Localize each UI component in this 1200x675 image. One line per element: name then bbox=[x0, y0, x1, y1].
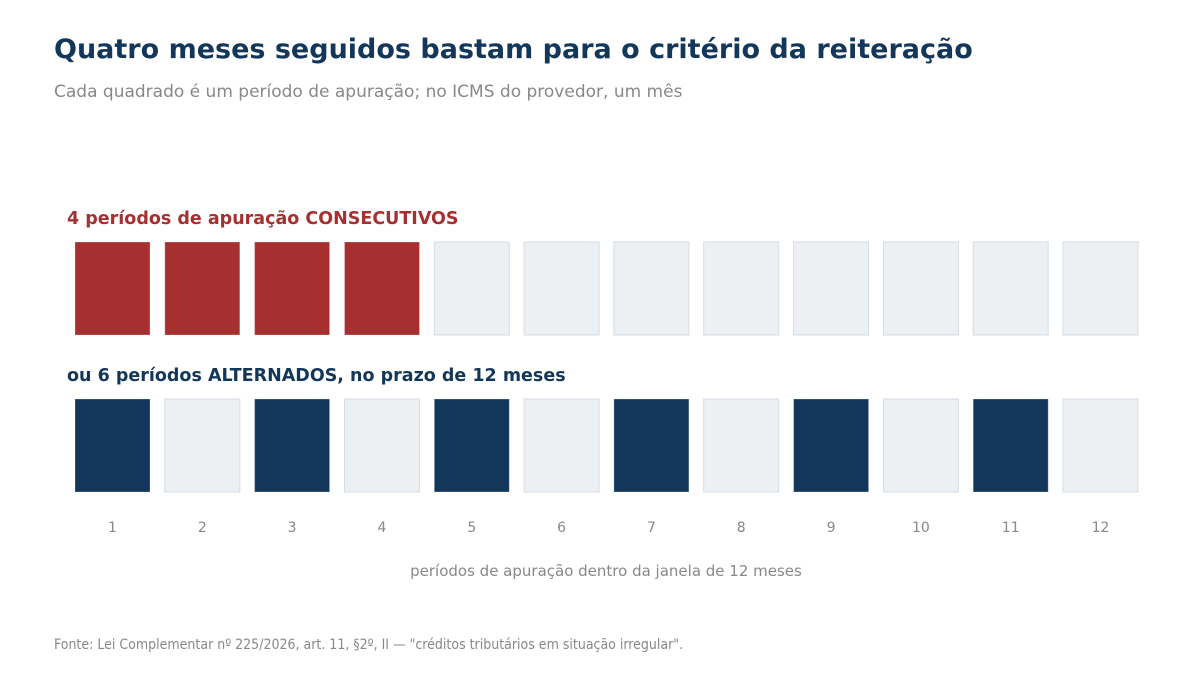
x-tick-label: 4 bbox=[378, 520, 387, 536]
x-axis-title: períodos de apuração dentro da janela de… bbox=[410, 562, 802, 580]
period-square-alternate-12 bbox=[1062, 398, 1139, 493]
period-square-consecutive-8 bbox=[703, 241, 780, 336]
period-square-alternate-10 bbox=[882, 398, 959, 493]
period-square-alternate-2 bbox=[164, 398, 241, 493]
x-tick-label: 7 bbox=[647, 520, 656, 536]
period-square-alternate-6 bbox=[523, 398, 600, 493]
chart-title: Quatro meses seguidos bastam para o crit… bbox=[54, 34, 973, 65]
period-square-alternate-3 bbox=[254, 398, 331, 493]
period-square-alternate-5 bbox=[433, 398, 510, 493]
period-square-alternate-11 bbox=[972, 398, 1049, 493]
x-tick-label: 12 bbox=[1092, 520, 1110, 536]
period-square-consecutive-4 bbox=[344, 241, 420, 336]
period-square-consecutive-1 bbox=[74, 241, 151, 336]
x-tick-label: 3 bbox=[288, 520, 297, 536]
period-square-consecutive-5 bbox=[433, 241, 510, 336]
x-tick-label: 5 bbox=[467, 520, 476, 536]
x-tick-label: 8 bbox=[737, 520, 746, 536]
row-label-consecutive: 4 períodos de apuração CONSECUTIVOS bbox=[67, 209, 459, 229]
source-note: Fonte: Lei Complementar nº 225/2026, art… bbox=[54, 637, 684, 653]
x-tick-label: 2 bbox=[198, 520, 207, 536]
period-square-alternate-4 bbox=[344, 398, 420, 493]
period-square-consecutive-12 bbox=[1062, 241, 1139, 336]
period-square-consecutive-11 bbox=[972, 241, 1049, 336]
x-tick-label: 1 bbox=[108, 520, 117, 536]
x-tick-label: 6 bbox=[557, 520, 566, 536]
row-label-alternate: ou 6 períodos ALTERNADOS, no prazo de 12… bbox=[67, 366, 566, 386]
period-square-consecutive-9 bbox=[793, 241, 870, 336]
period-square-consecutive-6 bbox=[523, 241, 600, 336]
x-tick-label: 10 bbox=[912, 520, 930, 536]
period-square-consecutive-10 bbox=[882, 241, 959, 336]
period-square-consecutive-3 bbox=[254, 241, 331, 336]
x-tick-label: 9 bbox=[827, 520, 836, 536]
chart-subtitle: Cada quadrado é um período de apuração; … bbox=[54, 82, 683, 102]
period-square-consecutive-7 bbox=[613, 241, 690, 336]
period-square-consecutive-2 bbox=[164, 241, 241, 336]
period-square-alternate-1 bbox=[74, 398, 151, 493]
x-tick-label: 11 bbox=[1002, 520, 1020, 536]
period-square-alternate-9 bbox=[793, 398, 870, 493]
period-square-alternate-8 bbox=[703, 398, 780, 493]
period-square-alternate-7 bbox=[613, 398, 690, 493]
